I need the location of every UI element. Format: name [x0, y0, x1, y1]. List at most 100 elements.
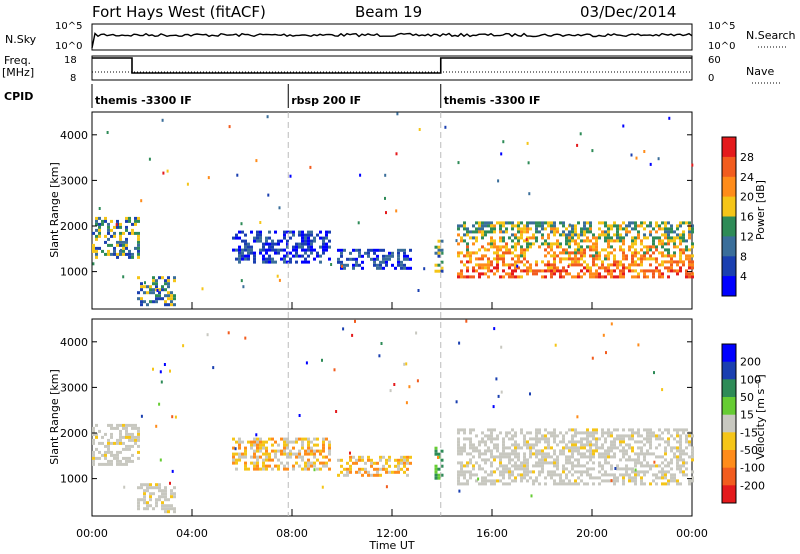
echo-cell [616, 263, 619, 267]
echo-cell [92, 453, 95, 457]
echo-cell [610, 434, 613, 438]
echo-cell [268, 452, 271, 456]
echo-cell [128, 219, 131, 223]
echo-cell [553, 272, 556, 276]
echo-cell [301, 239, 304, 243]
echo-cell [280, 449, 283, 453]
echo-cell [667, 230, 670, 234]
echo-cell [526, 479, 529, 483]
echo-cell [256, 440, 259, 444]
echo-cell [673, 428, 676, 432]
echo-cell-sparse [305, 361, 308, 365]
echo-cell-sparse [330, 263, 333, 266]
echo-cell [149, 495, 152, 499]
echo-cell [265, 464, 268, 468]
echo-cell [619, 458, 622, 462]
echo-cell [580, 431, 583, 435]
echo-cell [164, 300, 167, 304]
echo-cell [592, 431, 595, 435]
echo-cell [526, 272, 529, 276]
echo-cell [637, 230, 640, 234]
echo-cell [250, 248, 253, 252]
echo-cell [283, 440, 286, 444]
echo-cell [490, 440, 493, 444]
echo-cell [592, 263, 595, 267]
echo-cell [532, 452, 535, 456]
echo-cell [437, 254, 441, 258]
echo-cell [511, 251, 514, 255]
echo-cell [667, 242, 670, 246]
echo-cell [355, 260, 358, 264]
echo-cell [155, 285, 158, 289]
echo-cell [649, 437, 652, 441]
echo-cell [128, 423, 131, 427]
echo-cell [101, 435, 104, 439]
echo-cell [170, 291, 173, 295]
echo-cell [469, 275, 472, 279]
echo-cell [322, 449, 325, 453]
echo-cell [595, 242, 598, 246]
echo-cell [667, 239, 670, 243]
echo-cell [514, 446, 517, 450]
echo-cell [589, 224, 592, 228]
echo-cell [595, 257, 598, 261]
echo-cell [355, 458, 358, 462]
echo-cell [469, 431, 472, 435]
echo-cell-sparse [437, 456, 439, 459]
nave-tick-bottom: 0 [708, 73, 714, 84]
echo-cell [655, 221, 658, 225]
echo-cell [104, 234, 107, 238]
echo-cell [295, 440, 298, 444]
echo-cell [437, 476, 441, 480]
echo-cell [499, 236, 502, 240]
echo-cell [553, 227, 556, 231]
echo-cell [131, 453, 134, 457]
echo-cell [271, 248, 274, 252]
echo-cell [553, 482, 556, 486]
echo-cell [553, 449, 556, 453]
echo-cell [134, 435, 137, 439]
echo-cell [631, 263, 634, 267]
echo-cell [562, 266, 565, 270]
echo-cell [541, 242, 544, 246]
echo-cell [152, 507, 155, 511]
echo-cell [598, 236, 601, 240]
echo-cell [535, 431, 538, 435]
echo-cell [628, 221, 631, 225]
echo-cell [691, 434, 694, 438]
echo-cell [113, 234, 116, 238]
echo-cell [577, 233, 580, 237]
echo-cell [484, 224, 487, 228]
echo-cell [394, 458, 397, 462]
echo-cell [667, 260, 670, 264]
colorbar-tick-label: 8 [740, 250, 747, 263]
echo-cell [520, 233, 523, 237]
echo-cell [173, 279, 176, 283]
echo-cell [589, 455, 592, 459]
echo-cell [475, 446, 478, 450]
echo-cell [679, 428, 682, 432]
echo-cell [167, 285, 170, 289]
echo-cell [595, 428, 598, 432]
echo-cell [110, 252, 113, 256]
echo-cell [95, 447, 98, 451]
echo-cell [125, 444, 128, 448]
echo-cell [607, 455, 610, 459]
echo-cell [511, 275, 514, 279]
echo-cell [589, 431, 592, 435]
echo-cell [466, 242, 469, 246]
echo-cell [158, 483, 161, 487]
echo-cell [514, 254, 517, 258]
echo-cell [529, 221, 532, 225]
echo-cell [613, 455, 616, 459]
echo-cell [313, 443, 316, 447]
echo-cell [92, 246, 95, 250]
echo-cell [688, 272, 691, 276]
echo-cell [235, 452, 238, 456]
y-tick-label: 2000 [60, 220, 88, 233]
echo-cell [679, 221, 682, 225]
echo-cell [511, 257, 514, 261]
echo-cell [517, 260, 520, 264]
echo-cell [553, 458, 556, 462]
echo-cell [295, 248, 298, 252]
